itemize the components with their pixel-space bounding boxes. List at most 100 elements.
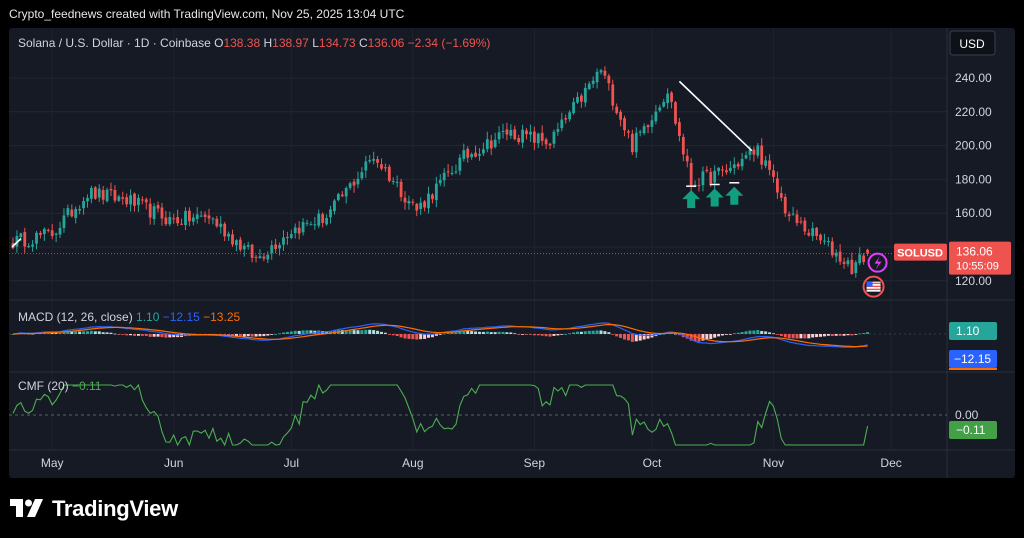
candle-body bbox=[74, 208, 78, 218]
candle-body bbox=[227, 233, 230, 237]
candle-body bbox=[748, 149, 752, 155]
candle-body bbox=[685, 155, 689, 162]
macd-bar bbox=[293, 330, 297, 334]
macd-bar bbox=[717, 334, 721, 337]
macd-bar bbox=[850, 334, 854, 336]
candle-body bbox=[368, 160, 372, 162]
candle-body bbox=[803, 220, 807, 232]
candle-body bbox=[674, 102, 677, 124]
macd-bar bbox=[732, 333, 736, 335]
candle-body bbox=[109, 188, 113, 191]
price-chart[interactable]: 240.00220.00200.00180.00160.00140.00120.… bbox=[9, 28, 1015, 478]
candle-body bbox=[97, 188, 101, 198]
macd-line-tag-bg bbox=[949, 350, 997, 368]
macd-bar bbox=[117, 334, 121, 335]
macd-bar bbox=[82, 331, 86, 334]
candle-body bbox=[689, 162, 693, 186]
macd-bar bbox=[227, 334, 231, 336]
event-marker-icon bbox=[867, 252, 888, 273]
macd-bar bbox=[705, 334, 709, 340]
time-axis-label: Aug bbox=[402, 456, 423, 470]
candle-body bbox=[862, 255, 866, 262]
flag-stripe bbox=[866, 288, 881, 291]
candle-body bbox=[274, 244, 278, 249]
candle-body bbox=[540, 132, 544, 141]
flag-canton bbox=[866, 281, 873, 287]
candle-body bbox=[321, 214, 325, 224]
macd-bar bbox=[619, 334, 623, 338]
candle-body bbox=[544, 139, 548, 145]
candle-body bbox=[411, 201, 415, 203]
macd-bar bbox=[360, 330, 364, 334]
macd-bar bbox=[564, 333, 568, 335]
macd-bar bbox=[795, 334, 799, 339]
candle-body bbox=[195, 214, 199, 219]
candle-body bbox=[705, 169, 709, 172]
candle-body bbox=[419, 202, 423, 210]
signal-line bbox=[12, 323, 868, 348]
macd-bar bbox=[238, 334, 242, 337]
candle-body bbox=[348, 183, 352, 188]
candle-body bbox=[164, 217, 168, 225]
macd-bar bbox=[528, 334, 532, 335]
macd-bar bbox=[862, 333, 866, 334]
candle-body bbox=[336, 194, 340, 201]
macd-bar bbox=[591, 330, 595, 334]
macd-bar bbox=[427, 334, 431, 338]
macd-bar bbox=[630, 334, 634, 342]
flag-stripe bbox=[866, 282, 881, 285]
candle-body bbox=[658, 107, 662, 111]
macd-bar bbox=[760, 330, 764, 334]
candle-body bbox=[740, 158, 744, 167]
candle-body bbox=[309, 224, 313, 226]
candle-body bbox=[556, 129, 560, 132]
candle-body bbox=[129, 195, 132, 205]
candle-body bbox=[352, 181, 356, 186]
candle-body bbox=[615, 106, 619, 114]
macd-bar bbox=[572, 332, 576, 334]
candle-body bbox=[807, 232, 811, 236]
candle-body bbox=[39, 232, 42, 235]
candle-body bbox=[576, 96, 579, 103]
macd-bar bbox=[673, 333, 677, 335]
candle-body bbox=[525, 130, 528, 135]
macd-bar bbox=[289, 331, 293, 334]
candle-body bbox=[246, 245, 250, 247]
macd-bar bbox=[532, 334, 536, 336]
macd-bar bbox=[642, 334, 646, 340]
macd-bar bbox=[536, 334, 540, 336]
currency-button[interactable]: USD bbox=[949, 30, 996, 56]
candle-body bbox=[113, 189, 117, 201]
macd-bar bbox=[278, 333, 282, 335]
candle-body bbox=[866, 249, 869, 254]
macd-bar bbox=[599, 330, 603, 334]
macd-bar bbox=[626, 334, 630, 341]
macd-bar bbox=[517, 334, 521, 335]
macd-bar bbox=[815, 334, 819, 338]
macd-bar bbox=[62, 332, 66, 334]
last-price-tag: SOLUSD 136.06 10:55:09 bbox=[894, 241, 1011, 275]
macd-bar bbox=[775, 334, 779, 335]
macd-bar bbox=[113, 333, 117, 335]
resistance-trendline bbox=[678, 80, 753, 152]
macd-hist-tag: 1.10 bbox=[956, 324, 980, 338]
candle-body bbox=[485, 139, 489, 150]
candle-body bbox=[568, 112, 572, 120]
candle-body bbox=[117, 196, 121, 201]
candle-body bbox=[772, 170, 775, 177]
candle-body bbox=[289, 234, 293, 238]
candle-body bbox=[728, 167, 732, 172]
macd-bar bbox=[693, 334, 697, 342]
macd-bar bbox=[121, 334, 125, 335]
chart-frame[interactable]: 240.00220.00200.00180.00160.00140.00120.… bbox=[9, 28, 1015, 478]
up-arrow-icon bbox=[725, 186, 744, 205]
candle-body bbox=[384, 167, 387, 169]
candle-body bbox=[666, 93, 670, 104]
candle-body bbox=[678, 122, 681, 136]
candle-body bbox=[634, 132, 638, 153]
macd-bar bbox=[438, 334, 442, 335]
candle-body bbox=[270, 245, 274, 254]
macd-bar bbox=[442, 333, 446, 335]
candle-body bbox=[587, 83, 591, 90]
macd-bar bbox=[395, 334, 399, 337]
